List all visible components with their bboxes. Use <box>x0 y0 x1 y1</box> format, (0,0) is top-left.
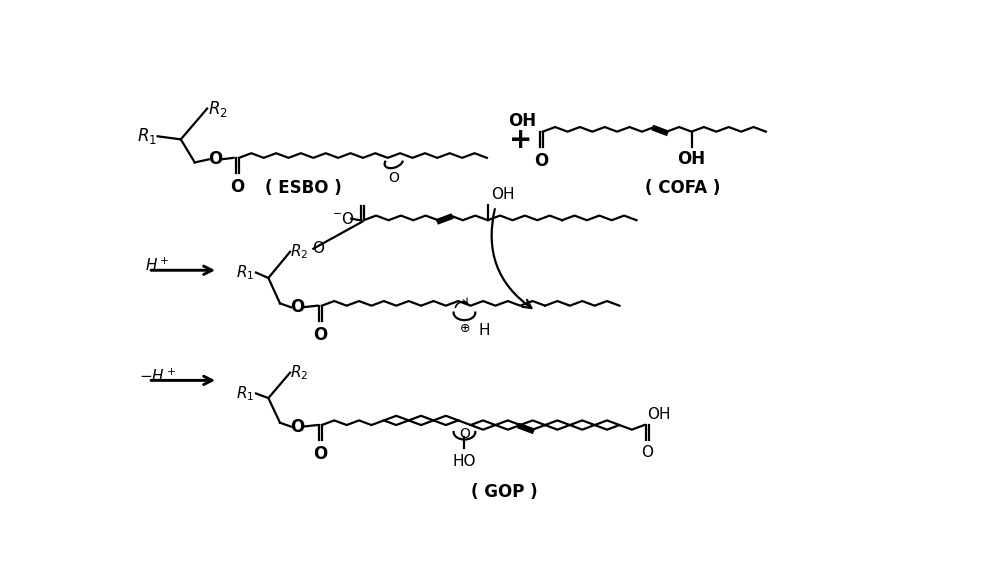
Text: O: O <box>290 298 304 316</box>
Text: ( ESBO ): ( ESBO ) <box>265 179 342 197</box>
Text: OH: OH <box>647 407 671 422</box>
Text: O: O <box>641 445 653 460</box>
Text: $H^+$: $H^+$ <box>145 256 170 274</box>
Text: O: O <box>459 427 470 441</box>
Text: O: O <box>534 152 548 170</box>
Text: O: O <box>388 171 399 185</box>
Text: O: O <box>208 150 222 168</box>
Text: $R_2$: $R_2$ <box>290 363 309 382</box>
Text: O: O <box>312 241 324 256</box>
Text: ( COFA ): ( COFA ) <box>645 179 721 197</box>
Text: $R_1$: $R_1$ <box>137 126 157 146</box>
Text: $R_2$: $R_2$ <box>208 99 228 119</box>
Text: $^{-}$O: $^{-}$O <box>332 211 355 227</box>
Text: $\oplus$: $\oplus$ <box>459 321 470 335</box>
Text: O: O <box>313 325 327 344</box>
Text: $R_1$: $R_1$ <box>236 263 254 282</box>
Text: OH: OH <box>677 150 706 168</box>
Text: $R_2$: $R_2$ <box>290 243 309 261</box>
Text: O: O <box>230 178 244 196</box>
Text: $R_1$: $R_1$ <box>236 384 254 403</box>
Text: HO: HO <box>453 453 476 469</box>
Text: $-H^+$: $-H^+$ <box>139 368 176 385</box>
Text: OH: OH <box>491 187 514 202</box>
Text: O: O <box>313 445 327 463</box>
Text: H: H <box>478 323 490 338</box>
Text: O: O <box>290 417 304 436</box>
Text: +: + <box>509 126 532 154</box>
Text: OH: OH <box>508 112 537 130</box>
Text: ( GOP ): ( GOP ) <box>471 483 538 501</box>
